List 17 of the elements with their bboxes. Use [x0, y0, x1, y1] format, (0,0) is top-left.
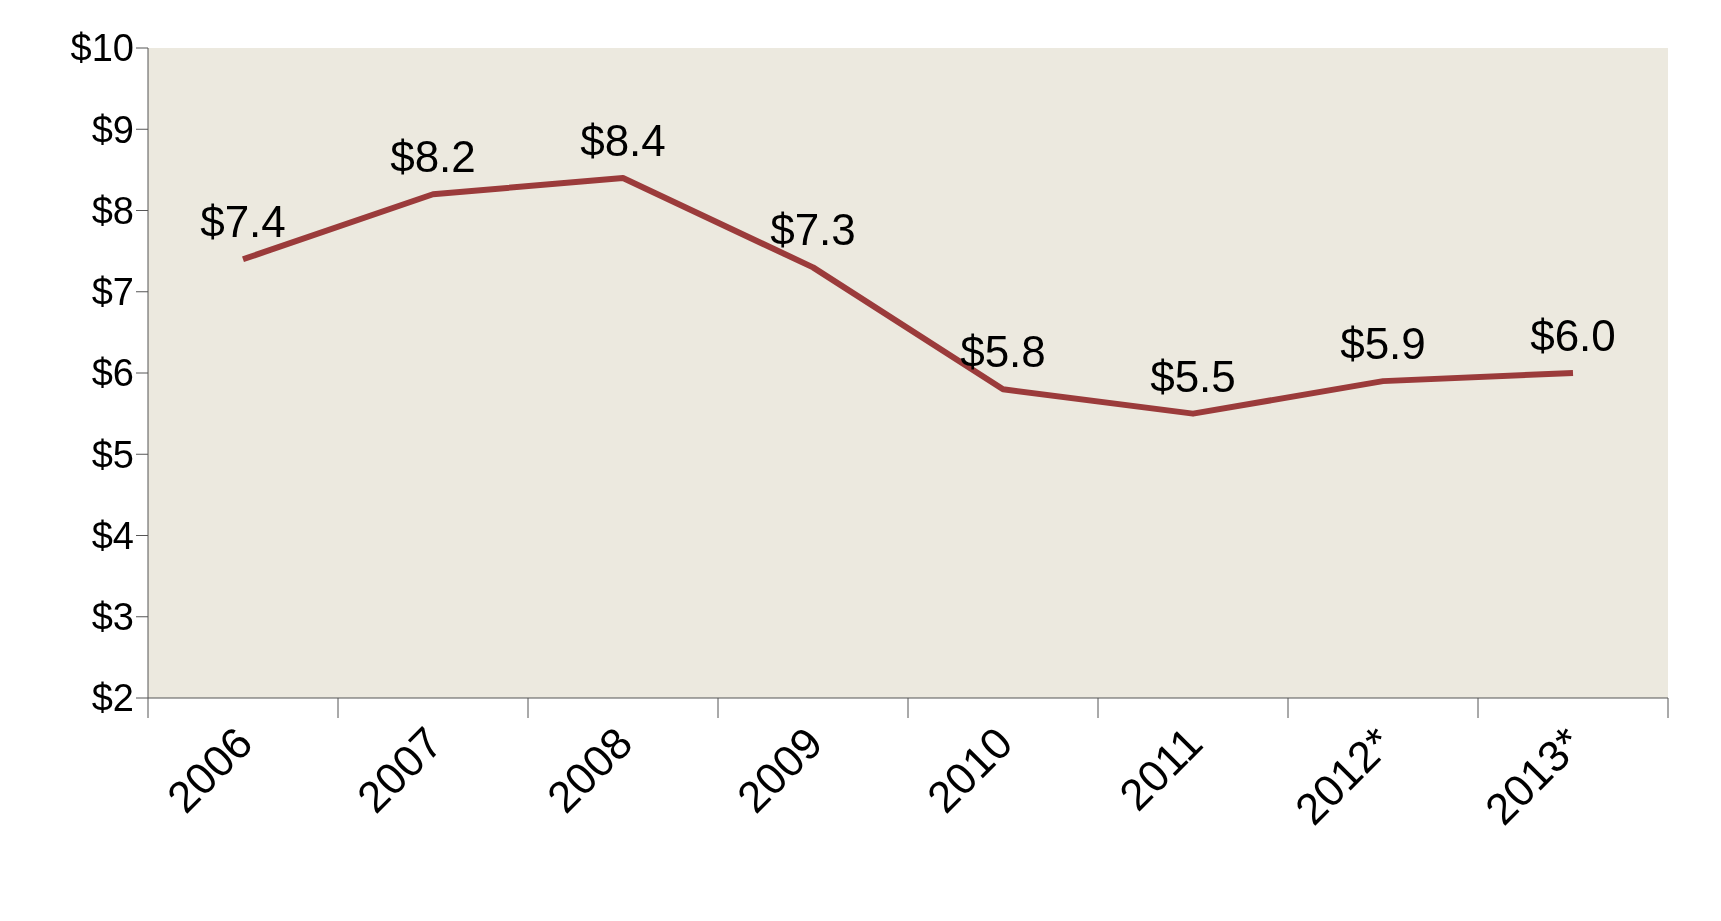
- data-label: $5.9: [1340, 319, 1426, 369]
- y-tick-label: $4: [91, 514, 134, 557]
- y-tick-label: $6: [91, 352, 134, 395]
- y-tick-label: $3: [91, 596, 134, 639]
- y-tick-label: $10: [70, 27, 134, 70]
- data-label: $5.8: [960, 327, 1046, 377]
- y-tick-label: $9: [91, 108, 134, 151]
- y-tick-label: $2: [91, 677, 134, 720]
- y-tick-label: $8: [91, 189, 134, 232]
- data-label: $8.4: [580, 116, 666, 165]
- data-label: $7.4: [200, 197, 286, 247]
- y-tick-label: $5: [91, 433, 134, 476]
- data-label: $5.5: [1150, 351, 1236, 401]
- data-label: $8.2: [390, 132, 476, 182]
- y-tick-label: $7: [91, 271, 134, 314]
- data-label: $7.3: [770, 205, 856, 255]
- data-label: $6.0: [1530, 311, 1616, 360]
